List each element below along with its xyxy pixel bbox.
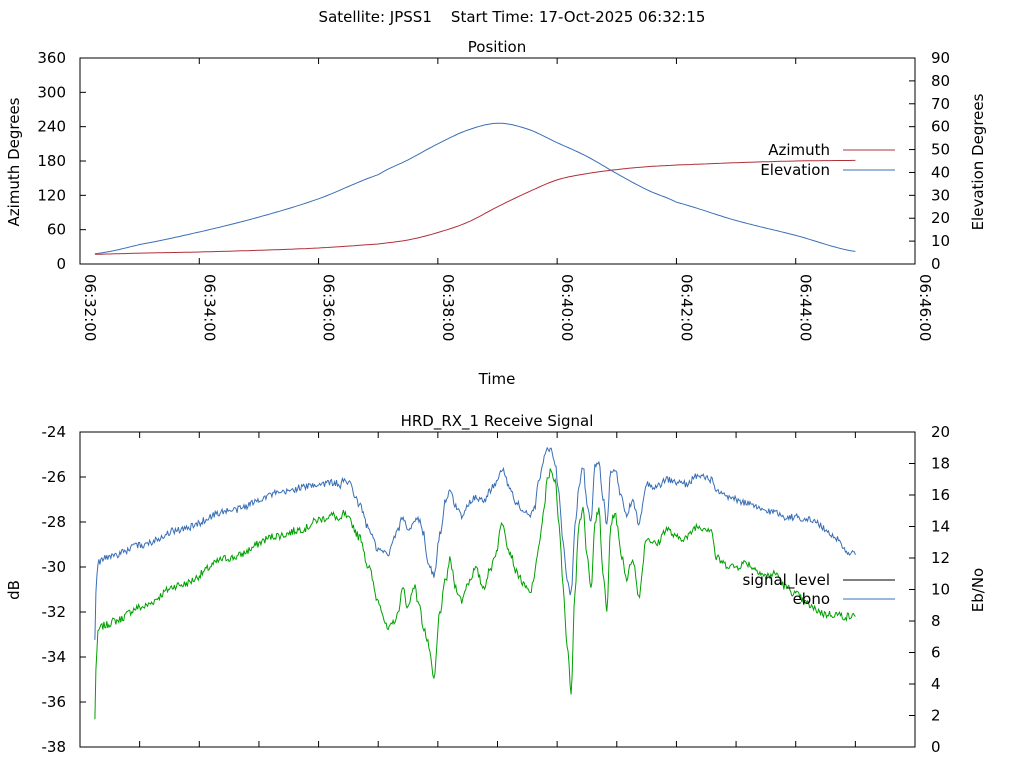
position-x-tick-label: 06:44:00	[797, 274, 815, 341]
signal-y-tick-label: -26	[42, 468, 67, 486]
position-x-tick-label: 06:36:00	[320, 274, 338, 341]
legend-label-azimuth: Azimuth	[768, 141, 830, 159]
position-y-tick-label: 60	[47, 221, 66, 239]
position-x-tick-label: 06:40:00	[558, 274, 576, 341]
signal-y-tick-label: -30	[42, 558, 67, 576]
signal-y2-tick-label: 16	[931, 486, 950, 504]
position-y2-tick-label: 10	[931, 232, 950, 250]
signal-y2-axis-label: Eb/No	[969, 568, 987, 612]
position-series	[94, 122, 856, 255]
signal-y2-tick-label: 14	[931, 518, 950, 536]
position-y2-tick-label: 90	[931, 49, 950, 67]
position-chart-title: Position	[468, 38, 526, 56]
position-y-tick-label: 0	[56, 255, 66, 273]
position-legend: Azimuth Elevation	[760, 141, 895, 179]
signal-series	[94, 446, 856, 720]
position-y2-tick-label: 60	[931, 118, 950, 136]
position-y-tick-label: 300	[37, 83, 66, 101]
series-line-azimuth	[94, 159, 856, 255]
position-y2-tick-label: 70	[931, 95, 950, 113]
position-y2-tick-label: 30	[931, 186, 950, 204]
signal-chart: HRD_RX_1 Receive Signal dB Eb/No -38-36-…	[5, 412, 987, 756]
signal-y2-tick-label: 10	[931, 581, 950, 599]
position-y-axis-label: Azimuth Degrees	[5, 97, 23, 226]
position-y-tick-label: 360	[37, 49, 66, 67]
series-line-elevation	[94, 122, 856, 255]
signal-y-tick-label: -28	[42, 513, 67, 531]
header-title: Satellite: JPSS1 Start Time: 17-Oct-2025…	[319, 8, 706, 26]
position-x-tick-label: 06:38:00	[439, 274, 457, 341]
legend-label-ebno: ebno	[793, 590, 830, 608]
signal-chart-title: HRD_RX_1 Receive Signal	[401, 412, 594, 431]
signal-y2-tick-label: 0	[931, 738, 941, 756]
signal-y-tick-label: -36	[42, 693, 67, 711]
signal-y-axis-label: dB	[5, 580, 23, 600]
signal-y-tick-label: -38	[42, 738, 67, 756]
signal-y2-tick-label: 6	[931, 644, 941, 662]
position-x-tick-label: 06:42:00	[677, 274, 695, 341]
signal-y2-tick-label: 18	[931, 455, 950, 473]
signal-axes: -38 -36 -34 -32 -30 -28 -26 -24 0 2 4 6 8 10 12 14 16 18 2…	[42, 423, 951, 756]
legend-label-elevation: Elevation	[760, 161, 830, 179]
signal-y-tick-label: -34	[42, 648, 67, 666]
series-line-ebno	[94, 446, 856, 640]
signal-y2-tick-label: 4	[931, 675, 941, 693]
position-y2-axis-label: Elevation Degrees	[969, 93, 987, 230]
position-chart: Position Time Azimuth Degrees Elevation …	[5, 38, 987, 388]
signal-y2-tick-label: 2	[931, 707, 941, 725]
signal-y2-tick-label: 8	[931, 612, 941, 630]
position-y2-tick-label: 50	[931, 141, 950, 159]
signal-y-tick-label: -24	[42, 423, 67, 441]
signal-y2-tick-label: 12	[931, 549, 950, 567]
position-y-tick-label: 180	[37, 152, 66, 170]
position-x-tick-label: 06:32:00	[81, 274, 99, 341]
signal-y-tick-label: -32	[42, 603, 67, 621]
position-x-axis-label: Time	[478, 370, 516, 388]
position-x-tick-label: 06:34:00	[200, 274, 218, 341]
position-y2-tick-label: 40	[931, 163, 950, 181]
position-y2-tick-label: 0	[931, 255, 941, 273]
signal-y2-tick-label: 20	[931, 423, 950, 441]
position-y2-tick-label: 20	[931, 209, 950, 227]
position-axes: 06:32:00 06:34:00 06:36:00 06:38:00 06:40:00…	[37, 49, 950, 341]
series-line-signal_level	[94, 468, 856, 720]
position-y-tick-label: 240	[37, 118, 66, 136]
position-y2-tick-label: 80	[931, 72, 950, 90]
position-y-tick-label: 120	[37, 186, 66, 204]
legend-label-signal_level: signal_level	[742, 571, 830, 590]
position-x-tick-label: 06:46:00	[916, 274, 934, 341]
